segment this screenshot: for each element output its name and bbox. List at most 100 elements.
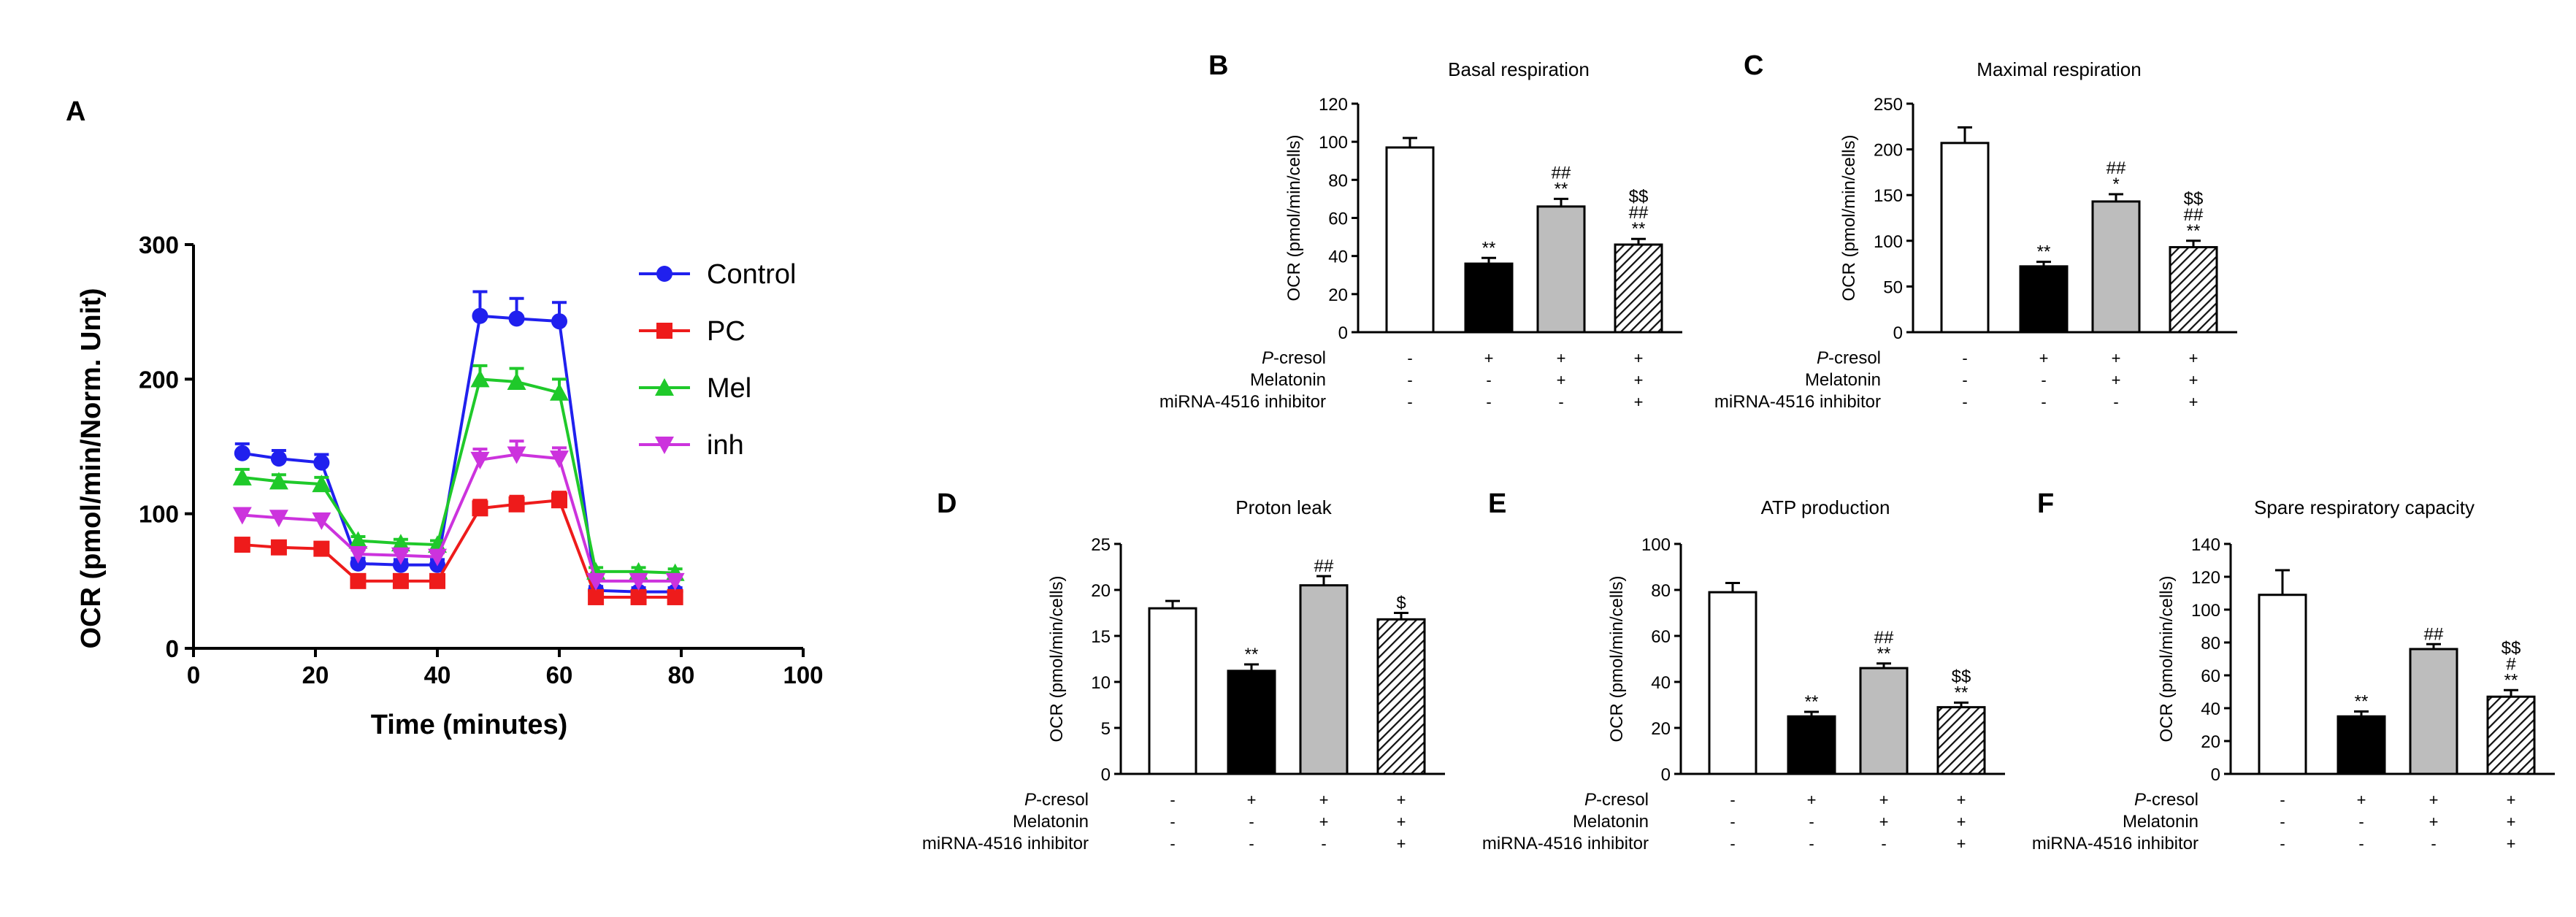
legend-label: PC — [707, 316, 745, 347]
significance-label: ## — [2424, 624, 2444, 644]
x-tick-label: 40 — [424, 661, 451, 688]
x-tick-label: 60 — [546, 661, 573, 688]
panel-label-a: A — [66, 96, 85, 127]
data-point — [472, 500, 488, 517]
data-point — [312, 512, 331, 530]
legend-label: inh — [707, 430, 744, 461]
y-tick-label: 150 — [1874, 186, 1903, 206]
data-point — [472, 307, 488, 324]
condition-mark: + — [2189, 349, 2199, 367]
data-point — [630, 588, 647, 605]
significance-label: ** — [1877, 644, 1891, 664]
condition-mark: - — [2041, 393, 2046, 411]
bar — [1936, 706, 1986, 775]
series-line — [242, 314, 675, 594]
condition-label-italic: P — [1817, 348, 1828, 368]
significance-label: $$ — [2184, 189, 2204, 209]
significance-label: ## — [1629, 203, 1649, 223]
panel-label-e: E — [1488, 488, 1506, 519]
y-tick-label: 300 — [139, 231, 179, 258]
condition-mark: - — [1249, 834, 1254, 853]
data-point — [391, 547, 410, 565]
condition-label: Melatonin — [1250, 370, 1326, 390]
significance-label: ** — [1805, 692, 1819, 712]
x-tick-label: 100 — [783, 661, 823, 688]
x-tick-label: 80 — [668, 661, 695, 688]
data-point — [551, 492, 567, 509]
significance-label: $ — [1396, 594, 1406, 613]
data-point — [312, 475, 331, 493]
condition-mark: + — [2507, 813, 2516, 831]
significance-label: ** — [1482, 238, 1496, 258]
panel-f: F Spare respiratory capacity 0 20 40 60 80 100 1… — [2032, 488, 2555, 853]
data-point — [550, 450, 569, 469]
bar — [1536, 205, 1586, 334]
condition-mark: - — [1486, 371, 1491, 389]
data-point — [348, 531, 368, 549]
data-point — [507, 446, 526, 464]
panel-title: ATP production — [1761, 496, 1890, 518]
condition-mark: - — [1962, 371, 1967, 389]
panel-label-d: D — [937, 488, 957, 519]
data-point — [656, 323, 672, 339]
condition-mark: + — [1397, 791, 1406, 809]
condition-mark: + — [1634, 371, 1644, 389]
bar — [1227, 669, 1276, 775]
y-tick-label: 80 — [1328, 171, 1348, 191]
condition-mark: - — [2113, 393, 2118, 411]
condition-mark: + — [2189, 371, 2199, 389]
condition-mark: + — [2507, 791, 2516, 809]
data-point — [232, 507, 252, 525]
condition-mark: - — [1730, 813, 1735, 831]
significance-label: $$ — [2502, 638, 2521, 658]
significance-label: ## — [2184, 205, 2204, 225]
y-tick-label: 20 — [1091, 581, 1111, 601]
condition-mark: - — [1170, 791, 1175, 809]
condition-mark: + — [1957, 834, 1966, 853]
bar — [1859, 667, 1909, 775]
y-axis-title: OCR (pmol/min/cells) — [1047, 575, 1067, 742]
data-point — [232, 467, 252, 486]
bar — [1385, 146, 1435, 334]
y-tick-label: 120 — [1319, 95, 1348, 115]
y-axis-title: OCR (pmol/min/cells) — [1839, 134, 1859, 301]
condition-mark: - — [1730, 834, 1735, 853]
significance-label: ## — [1874, 628, 1894, 648]
bar — [2169, 246, 2218, 334]
series-line — [242, 377, 675, 575]
bar — [2486, 695, 2536, 775]
panel-e: E ATP production 0 20 40 60 80 100 OCR (pmol/min… — [1482, 488, 2005, 853]
condition-mark: - — [2358, 834, 2364, 853]
series-pc — [234, 491, 683, 605]
condition-mark: + — [1319, 813, 1329, 831]
condition-label-rest: -cresol — [1828, 348, 1881, 368]
condition-mark: + — [1319, 791, 1329, 809]
condition-mark: + — [1397, 834, 1406, 853]
y-tick-label: 60 — [1328, 210, 1348, 229]
condition-mark: + — [2507, 834, 2516, 853]
data-point — [348, 545, 368, 564]
y-tick-label: 0 — [1661, 765, 1671, 785]
condition-mark: + — [1879, 813, 1889, 831]
legend-label: Mel — [707, 373, 751, 404]
bar — [1464, 262, 1514, 334]
condition-label: Melatonin — [2123, 812, 2199, 832]
y-tick-label: 0 — [2211, 765, 2220, 785]
data-point — [470, 369, 490, 388]
data-point — [270, 450, 287, 467]
significance-label: * — [2112, 174, 2119, 194]
y-tick-label: 80 — [2201, 634, 2220, 653]
panel-title: Basal respiration — [1448, 58, 1590, 80]
condition-mark: - — [2280, 791, 2285, 809]
condition-mark: + — [1397, 813, 1406, 831]
data-point — [629, 572, 648, 591]
y-tick-label: 140 — [2191, 535, 2220, 555]
panel-title: Spare respiratory capacity — [2254, 496, 2475, 518]
significance-label: ** — [1555, 179, 1568, 199]
y-tick-label: 100 — [1641, 535, 1671, 555]
condition-mark: + — [2429, 791, 2439, 809]
condition-mark: + — [2357, 791, 2366, 809]
condition-label: P-cresol — [1024, 790, 1089, 810]
condition-mark: + — [2112, 349, 2121, 367]
y-tick-label: 100 — [2191, 601, 2220, 621]
